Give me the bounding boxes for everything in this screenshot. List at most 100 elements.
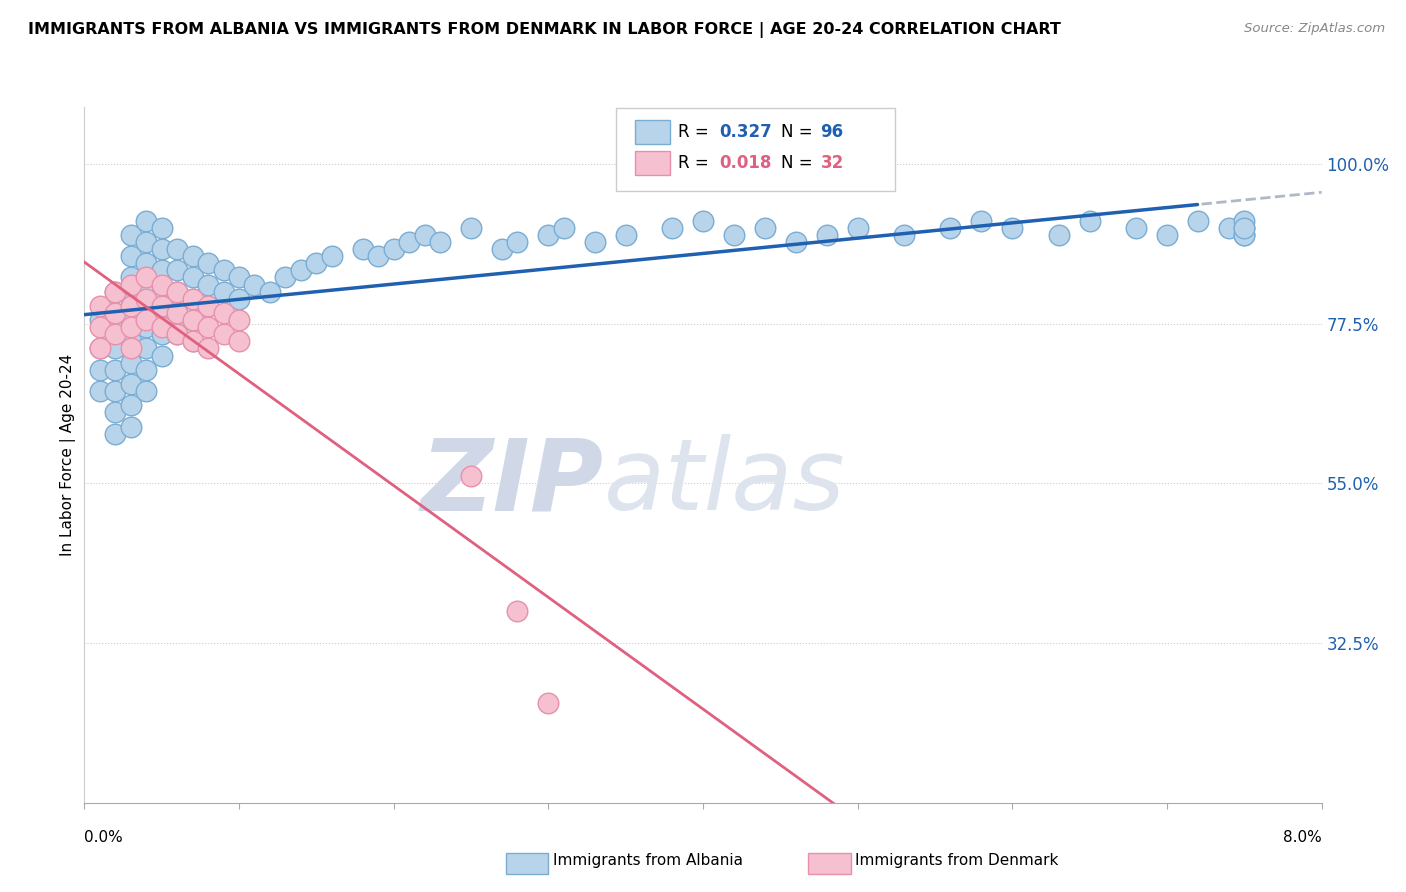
Point: [181, 249, 204, 263]
Point: [212, 263, 235, 277]
Point: [120, 227, 142, 242]
Point: [150, 242, 173, 256]
Point: [228, 334, 250, 349]
Point: [460, 469, 482, 483]
Point: [135, 299, 157, 313]
Point: [166, 306, 188, 320]
Point: [89, 342, 111, 356]
Point: [661, 220, 683, 235]
Point: [150, 299, 173, 313]
Point: [89, 384, 111, 398]
Point: [135, 277, 157, 292]
Text: IMMIGRANTS FROM ALBANIA VS IMMIGRANTS FROM DENMARK IN LABOR FORCE | AGE 20-24 CO: IMMIGRANTS FROM ALBANIA VS IMMIGRANTS FR…: [28, 22, 1062, 38]
Point: [197, 256, 219, 270]
Point: [970, 213, 993, 227]
Point: [181, 334, 204, 349]
Point: [723, 227, 745, 242]
FancyBboxPatch shape: [616, 109, 894, 191]
Point: [135, 213, 157, 227]
Y-axis label: In Labor Force | Age 20-24: In Labor Force | Age 20-24: [60, 354, 76, 556]
Point: [274, 270, 297, 285]
Text: 8.0%: 8.0%: [1282, 830, 1322, 845]
Point: [212, 306, 235, 320]
FancyBboxPatch shape: [636, 151, 669, 175]
Point: [228, 313, 250, 327]
Point: [1233, 227, 1256, 242]
Point: [367, 249, 389, 263]
Point: [846, 220, 869, 235]
Point: [460, 220, 482, 235]
Point: [166, 263, 188, 277]
Point: [135, 313, 157, 327]
Point: [1047, 227, 1070, 242]
Point: [754, 220, 776, 235]
Text: 0.0%: 0.0%: [84, 830, 124, 845]
Point: [104, 426, 127, 441]
Point: [135, 292, 157, 306]
Point: [104, 320, 127, 334]
Point: [150, 285, 173, 299]
Point: [135, 256, 157, 270]
Text: N =: N =: [780, 153, 818, 171]
Point: [120, 292, 142, 306]
Point: [135, 362, 157, 376]
Point: [197, 320, 219, 334]
Text: R =: R =: [678, 123, 714, 141]
Point: [181, 313, 204, 327]
Point: [104, 384, 127, 398]
Point: [692, 213, 714, 227]
Point: [166, 285, 188, 299]
Point: [1233, 213, 1256, 227]
Point: [104, 306, 127, 320]
Point: [181, 292, 204, 306]
Point: [89, 362, 111, 376]
Point: [785, 235, 807, 249]
Text: Source: ZipAtlas.com: Source: ZipAtlas.com: [1244, 22, 1385, 36]
Point: [212, 327, 235, 342]
Point: [120, 277, 142, 292]
Text: 32: 32: [821, 153, 844, 171]
Point: [120, 356, 142, 370]
Point: [120, 320, 142, 334]
Point: [166, 327, 188, 342]
Point: [290, 263, 312, 277]
Point: [89, 320, 111, 334]
Point: [506, 604, 529, 618]
Point: [166, 306, 188, 320]
Point: [166, 327, 188, 342]
Point: [120, 313, 142, 327]
Point: [135, 342, 157, 356]
Point: [1233, 220, 1256, 235]
Point: [120, 398, 142, 412]
Point: [939, 220, 962, 235]
Text: atlas: atlas: [605, 434, 845, 532]
Point: [259, 285, 281, 299]
Point: [537, 227, 560, 242]
Point: [243, 277, 266, 292]
Text: Immigrants from Albania: Immigrants from Albania: [553, 854, 742, 868]
Point: [352, 242, 374, 256]
Point: [1125, 220, 1147, 235]
Point: [1156, 227, 1178, 242]
Text: N =: N =: [780, 123, 818, 141]
Point: [228, 270, 250, 285]
Point: [1218, 220, 1240, 235]
Point: [228, 292, 250, 306]
Point: [1187, 213, 1209, 227]
Point: [150, 349, 173, 363]
Point: [120, 334, 142, 349]
Text: Immigrants from Denmark: Immigrants from Denmark: [855, 854, 1059, 868]
Point: [614, 227, 637, 242]
Point: [1078, 213, 1101, 227]
Point: [491, 242, 513, 256]
Point: [181, 292, 204, 306]
Point: [1233, 220, 1256, 235]
Point: [553, 220, 575, 235]
Point: [150, 320, 173, 334]
Text: 0.018: 0.018: [718, 153, 772, 171]
Point: [398, 235, 420, 249]
Point: [89, 313, 111, 327]
Point: [382, 242, 405, 256]
Point: [135, 320, 157, 334]
Point: [120, 376, 142, 391]
